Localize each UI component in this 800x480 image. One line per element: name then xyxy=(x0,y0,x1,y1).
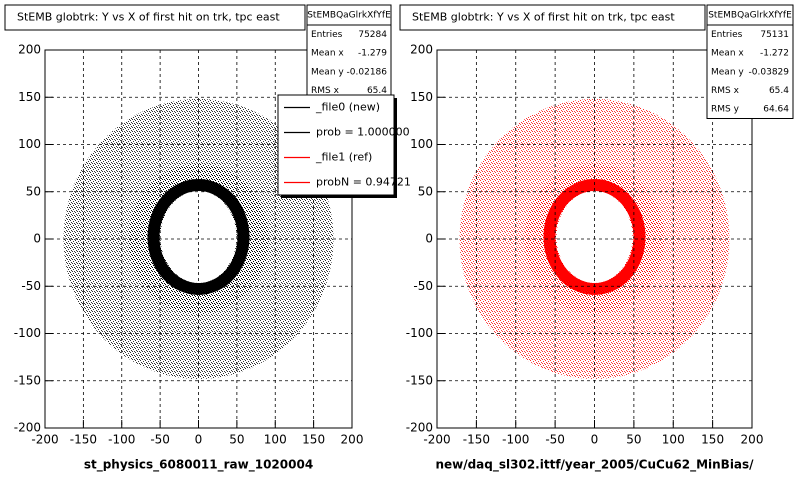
x-tick-label: 0 xyxy=(591,433,599,447)
legend-label: probN = 0.94721 xyxy=(316,176,411,189)
x-tick-label: 150 xyxy=(302,433,325,447)
y-tick-label: 150 xyxy=(18,90,41,104)
x-axis-label: st_physics_6080011_raw_1020004 xyxy=(84,458,313,473)
stats-value: 65.4 xyxy=(769,86,789,96)
y-tick-label: -200 xyxy=(406,421,433,435)
legend-box xyxy=(277,94,395,196)
y-tick-label: -150 xyxy=(406,373,433,387)
stats-title: StEMBQaGlrkXfYfE xyxy=(708,11,792,21)
stats-label: RMS x xyxy=(711,86,740,96)
stats-label: Mean x xyxy=(711,49,744,59)
x-tick-label: 100 xyxy=(264,433,287,447)
legend-label: _file1 (ref) xyxy=(315,151,372,164)
stats-label: Mean y xyxy=(311,67,344,77)
y-tick-label: 100 xyxy=(410,137,433,151)
x-axis-label: new/daq_sl302.ittf/year_2005/CuCu62_MinB… xyxy=(435,458,754,473)
y-tick-label: 0 xyxy=(33,232,41,246)
dense-ring xyxy=(543,179,646,295)
y-tick-label: 50 xyxy=(26,184,41,198)
x-tick-label: 200 xyxy=(341,433,364,447)
stats-label: Mean y xyxy=(711,67,744,77)
x-tick-label: 200 xyxy=(741,433,764,447)
stats-value: 65.4 xyxy=(367,86,387,96)
y-tick-label: -100 xyxy=(14,326,41,340)
stats-label: Entries xyxy=(311,30,343,40)
y-tick-label: -50 xyxy=(21,279,41,293)
stats-title: StEMBQaGlrkXfYfE xyxy=(307,11,391,21)
legend-label: prob = 1.000000 xyxy=(316,126,410,139)
title-box xyxy=(399,4,706,31)
chart-title: StEMB globtrk: Y vs X of first hit on tr… xyxy=(17,11,280,24)
y-tick-label: 200 xyxy=(410,43,433,57)
y-tick-label: 50 xyxy=(418,184,433,198)
stats-value: -1.272 xyxy=(760,49,789,59)
stats-label: RMS x xyxy=(311,86,340,96)
x-tick-label: -150 xyxy=(463,433,490,447)
x-tick-label: 0 xyxy=(195,433,203,447)
dense-ring xyxy=(147,179,250,295)
x-tick-label: -100 xyxy=(108,433,135,447)
stats-box xyxy=(306,4,392,101)
title-box xyxy=(4,4,306,31)
stats-label: Entries xyxy=(711,30,743,40)
y-tick-label: -150 xyxy=(14,373,41,387)
x-tick-label: 50 xyxy=(626,433,641,447)
stats-value: 64.64 xyxy=(763,105,789,115)
x-tick-label: -50 xyxy=(545,433,565,447)
y-tick-label: 0 xyxy=(425,232,433,246)
legend-label: _file0 (new) xyxy=(315,101,380,114)
x-tick-label: 150 xyxy=(701,433,724,447)
stats-label: RMS y xyxy=(711,105,740,115)
y-tick-label: -50 xyxy=(413,279,433,293)
y-tick-label: 150 xyxy=(410,90,433,104)
x-tick-label: -200 xyxy=(423,433,450,447)
x-tick-label: 100 xyxy=(662,433,685,447)
stats-value: 75131 xyxy=(760,30,789,40)
stats-box xyxy=(706,4,794,119)
y-tick-label: 100 xyxy=(18,137,41,151)
stats-label: Mean x xyxy=(311,49,344,59)
x-tick-label: -200 xyxy=(31,433,58,447)
x-tick-label: 50 xyxy=(229,433,244,447)
x-tick-label: -100 xyxy=(502,433,529,447)
stats-value: -0.02186 xyxy=(347,67,388,77)
plot-frame xyxy=(436,49,753,429)
y-tick-label: -100 xyxy=(406,326,433,340)
y-tick-label: 200 xyxy=(18,43,41,57)
x-tick-label: -50 xyxy=(150,433,170,447)
stats-value: -1.279 xyxy=(358,49,387,59)
stats-value: 75284 xyxy=(358,30,387,40)
x-tick-label: -150 xyxy=(70,433,97,447)
stats-value: -0.03829 xyxy=(749,67,790,77)
chart-title: StEMB globtrk: Y vs X of first hit on tr… xyxy=(412,11,675,24)
y-tick-label: -200 xyxy=(14,421,41,435)
plot-frame xyxy=(44,49,353,429)
